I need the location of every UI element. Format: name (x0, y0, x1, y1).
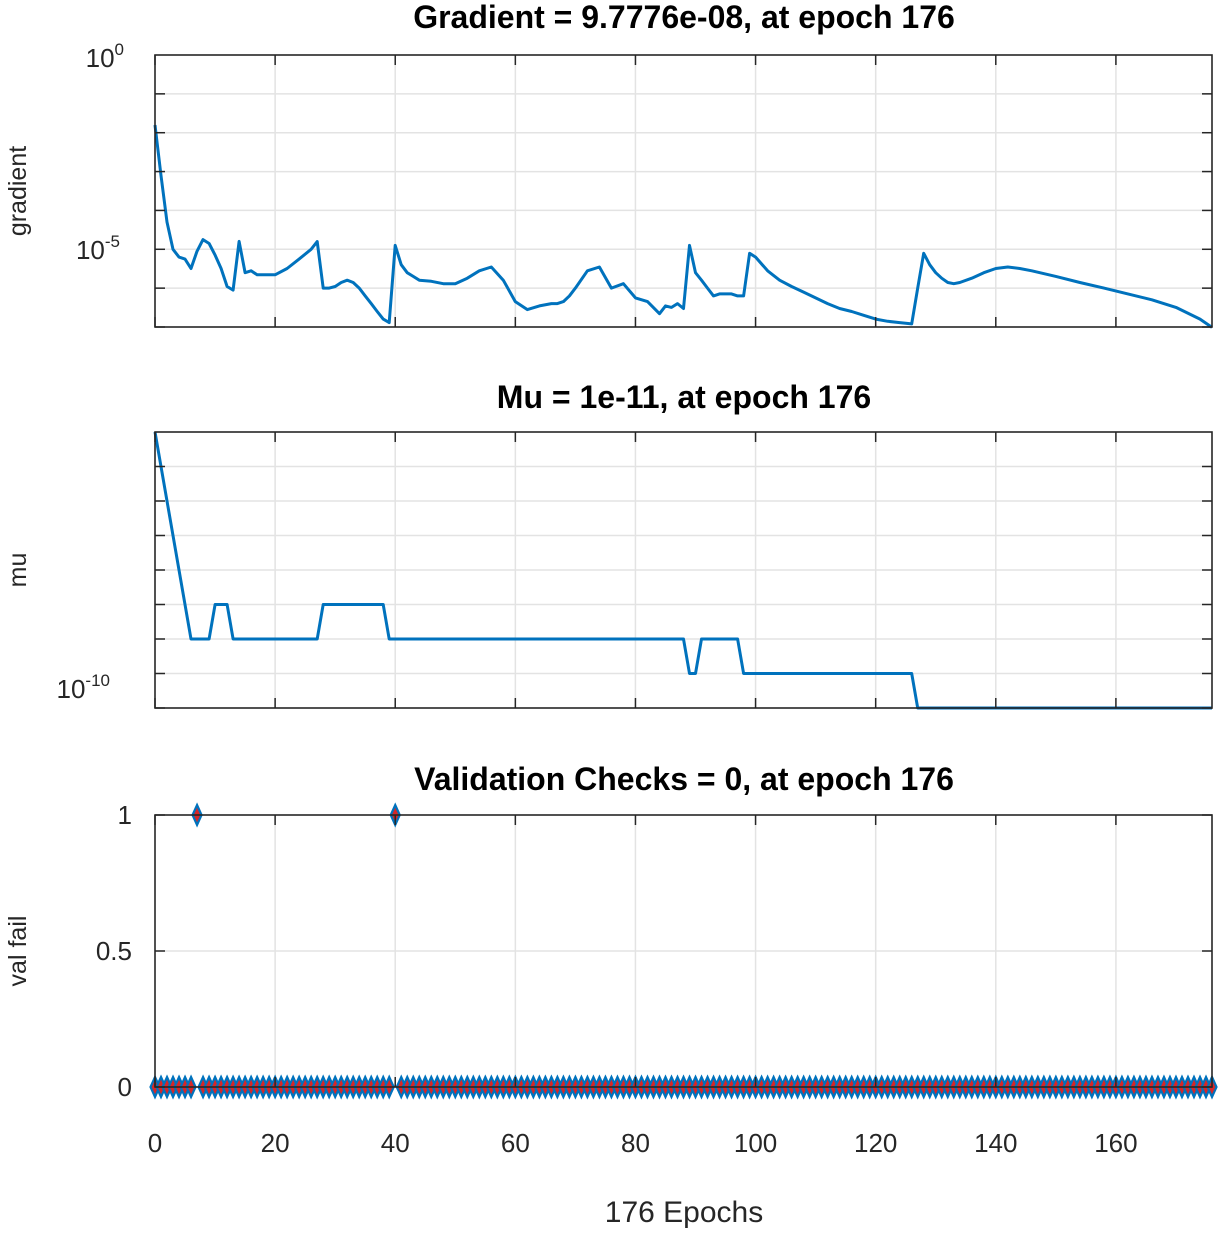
mu-series-line (153, 431, 1212, 710)
x-tick-label: 80 (621, 1128, 650, 1158)
mu-grid (155, 432, 1212, 708)
gradient-ytick-top: 100 (86, 40, 124, 73)
validation-panel: 00.51 0 20 40 60 80 100 120 140 160 Validation C… (4, 761, 1218, 1229)
validation-markers (149, 802, 1218, 1100)
gradient-panel: 100 10-5 Gradient = 9.7776e-08, at epoch… (4, 0, 1213, 329)
gradient-series-line (153, 124, 1213, 329)
gradient-ticks (154, 55, 1212, 328)
y-tick-label: 0 (118, 1072, 132, 1102)
x-tick-label: 60 (501, 1128, 530, 1158)
y-tick-label: 0.5 (96, 936, 132, 966)
y-tick-label: 1 (118, 800, 132, 830)
validation-title: Validation Checks = 0, at epoch 176 (414, 761, 954, 797)
x-tick-label: 160 (1094, 1128, 1137, 1158)
gradient-axes-box (154, 54, 1213, 328)
mu-title: Mu = 1e-11, at epoch 176 (497, 379, 871, 415)
x-tick-label: 20 (261, 1128, 290, 1158)
x-tick-label: 140 (974, 1128, 1017, 1158)
mu-ylabel: mu (4, 553, 32, 588)
gradient-axes-background (155, 55, 1212, 327)
x-tick-label: 40 (381, 1128, 410, 1158)
gradient-title: Gradient = 9.7776e-08, at epoch 176 (413, 0, 955, 35)
gradient-grid (155, 55, 1212, 327)
x-axis-label: 176 Epochs (605, 1196, 763, 1229)
mu-ticks (154, 432, 1212, 709)
mu-ytick-label: 10-10 (57, 671, 111, 704)
gradient-ytick-mid: 10-5 (76, 232, 120, 265)
mu-panel: 10-10 Mu = 1e-11, at epoch 176 mu (4, 379, 1213, 710)
validation-ticks (154, 814, 1212, 1088)
x-tick-label: 120 (854, 1128, 897, 1158)
gradient-ylabel: gradient (4, 146, 32, 236)
validation-grid (155, 815, 1212, 1087)
validation-ytick-labels: 00.51 (96, 800, 132, 1102)
x-tick-label: 0 (148, 1128, 162, 1158)
x-tick-label: 100 (734, 1128, 777, 1158)
validation-xtick-labels: 0 20 40 60 80 100 120 140 160 (148, 1128, 1138, 1158)
validation-ylabel: val fail (4, 916, 32, 987)
